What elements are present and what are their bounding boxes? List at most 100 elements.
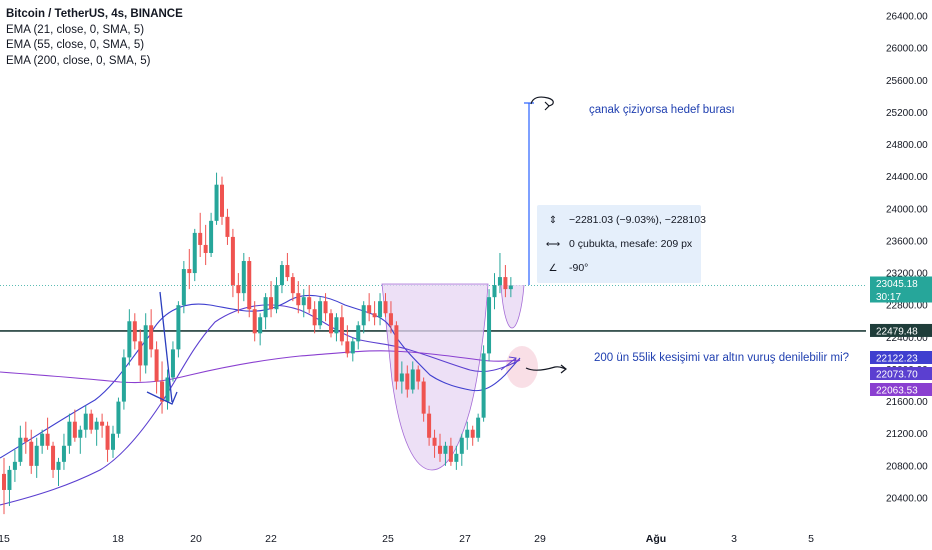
candle[interactable] [285,252,290,282]
candle[interactable] [220,176,224,225]
cross-note[interactable]: 200 ün 55lik kesişimi var altın vuruş de… [594,352,850,364]
candle[interactable] [410,361,415,394]
candle[interactable] [383,293,388,318]
candle[interactable] [12,449,17,482]
candle[interactable] [111,425,115,458]
candle[interactable] [503,265,508,298]
candle[interactable] [94,417,99,446]
candle[interactable] [203,224,208,266]
candle[interactable] [29,429,34,474]
candle[interactable] [209,212,214,257]
candle[interactable] [225,208,230,245]
candle[interactable] [214,172,219,225]
candle[interactable] [443,441,448,466]
candle[interactable] [476,413,481,442]
candle[interactable] [154,341,159,394]
candle[interactable] [481,345,486,422]
candle[interactable] [45,417,50,450]
candle[interactable] [312,301,317,334]
candle[interactable] [438,433,442,462]
candle[interactable] [459,433,464,466]
candle[interactable] [372,301,377,326]
candle[interactable] [170,341,175,382]
candle[interactable] [427,405,432,446]
candle[interactable] [329,309,333,338]
candle[interactable] [89,409,94,434]
candle[interactable] [61,433,66,470]
candle[interactable] [2,457,6,515]
candle[interactable] [40,429,45,454]
candle[interactable] [138,329,143,382]
candle[interactable] [497,252,502,294]
candle[interactable] [100,413,105,438]
candle[interactable] [334,313,339,342]
candle[interactable] [127,309,132,366]
ema55-legend[interactable]: EMA (55, close, 0, SMA, 5) [6,39,145,51]
candle[interactable] [492,273,497,310]
candle[interactable] [198,212,203,257]
candle[interactable] [323,293,328,322]
candle[interactable] [78,425,83,454]
candle[interactable] [448,437,453,466]
candle[interactable] [181,261,186,314]
cup-drawing-layer[interactable] [381,283,538,471]
target-note[interactable]: çanak çiziyorsa hedef burası [589,104,735,116]
candle[interactable] [121,349,126,410]
candle[interactable] [290,273,295,302]
candle[interactable] [296,281,301,314]
candle[interactable] [187,248,192,290]
candle[interactable] [361,301,366,334]
candle[interactable] [192,228,197,282]
measure-box[interactable]: ⇕ −2281.03 (−9.03%), −228103 ⟷ 0 çubukta… [537,205,706,283]
candle[interactable] [394,321,399,390]
candle[interactable] [307,285,312,314]
candle[interactable] [241,252,246,302]
candle[interactable] [34,437,39,478]
ema21-legend[interactable]: EMA (21, close, 0, SMA, 5) [6,23,145,36]
candle[interactable] [23,421,28,454]
candle[interactable] [399,361,404,394]
candle[interactable] [116,397,121,438]
ema200-legend[interactable]: EMA (200, close, 0, SMA, 5) [6,54,151,67]
candle[interactable] [470,425,475,446]
candle[interactable] [378,293,383,326]
candle[interactable] [432,429,437,458]
candle[interactable] [269,281,274,318]
candle[interactable] [247,257,252,318]
candle[interactable] [149,309,154,358]
candle[interactable] [356,321,361,350]
candle[interactable] [105,421,110,462]
symbol-title[interactable]: Bitcoin / TetherUS, 4s, BINANCE [6,8,183,20]
candle[interactable] [252,301,257,342]
candle[interactable] [51,441,56,478]
candle[interactable] [465,421,470,450]
candle[interactable] [416,365,421,390]
cup-shape[interactable] [381,283,489,471]
candle[interactable] [388,301,393,334]
candle[interactable] [339,305,344,346]
candles-layer[interactable] [2,172,513,515]
candle[interactable] [230,228,235,298]
candle[interactable] [67,413,72,454]
candle[interactable] [143,313,148,374]
candle[interactable] [487,289,492,362]
candle[interactable] [56,457,61,486]
candle[interactable] [18,425,23,466]
candle[interactable] [508,277,513,298]
candle[interactable] [176,301,181,358]
candle[interactable] [274,277,279,314]
candle[interactable] [165,369,170,410]
annotation-drawings-layer[interactable] [146,96,567,405]
candle[interactable] [301,289,306,318]
candle[interactable] [279,261,284,294]
candle[interactable] [160,361,165,414]
candle[interactable] [350,337,355,362]
candle[interactable] [263,293,268,330]
candle[interactable] [83,405,88,438]
candle[interactable] [454,445,459,470]
candle[interactable] [258,313,263,346]
candle[interactable] [132,313,137,350]
cross-highlight[interactable] [506,346,538,388]
candle[interactable] [318,297,323,330]
